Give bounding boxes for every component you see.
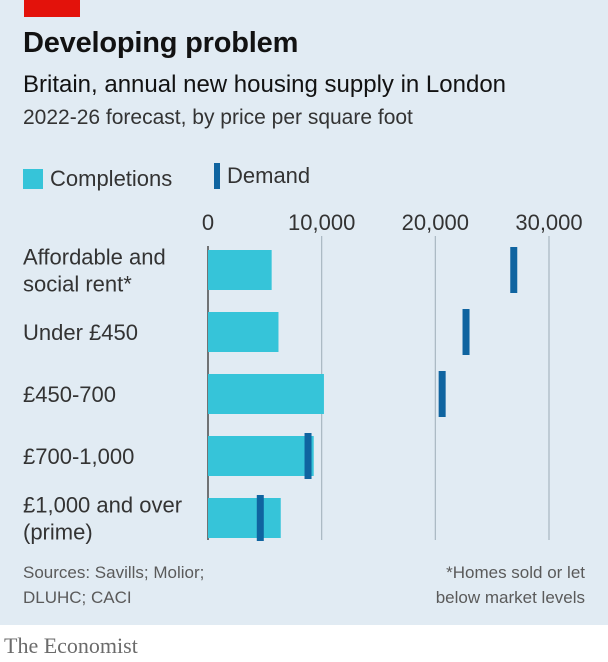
completions-bar-1 bbox=[208, 312, 279, 352]
category-label-1-0: Under £450 bbox=[23, 320, 138, 345]
demand-markers bbox=[256, 247, 518, 541]
category-label-4-0: £1,000 and over bbox=[23, 493, 182, 518]
legend-label-demand: Demand bbox=[227, 163, 311, 188]
brand-red-tag bbox=[24, 0, 80, 17]
legend-label-completions: Completions bbox=[50, 166, 173, 191]
demand-marker-3 bbox=[304, 433, 312, 479]
grid-lines bbox=[207, 236, 550, 540]
category-label-4-1: (prime) bbox=[23, 520, 93, 545]
chart-subtitle: Britain, annual new housing supply in Lo… bbox=[23, 71, 507, 98]
legend-swatch-completions bbox=[23, 169, 43, 189]
chart-subtitle-secondary: 2022-26 forecast, by price per square fo… bbox=[23, 106, 413, 129]
category-label-2-0: £450-700 bbox=[23, 382, 116, 407]
completions-bar-3 bbox=[208, 436, 314, 476]
completions-bar-2 bbox=[208, 374, 324, 414]
source-line-2: DLUHC; CACI bbox=[23, 588, 132, 607]
category-label-3-0: £700-1,000 bbox=[23, 444, 134, 469]
legend-marker-demand bbox=[214, 163, 220, 189]
source-line-1: Sources: Savills; Molior; bbox=[23, 563, 205, 582]
footnote-line-2: below market levels bbox=[435, 588, 585, 607]
brand-wordmark: The Economist bbox=[4, 633, 138, 658]
legend-item-completions: Completions bbox=[23, 166, 172, 192]
footnote-line-1: *Homes sold or let bbox=[446, 563, 585, 582]
completion-bars bbox=[208, 250, 324, 538]
demand-marker-4 bbox=[256, 495, 264, 541]
x-tick-label-0: 0 bbox=[202, 210, 214, 235]
legend-item-demand: Demand bbox=[214, 163, 310, 189]
x-tick-label-30000: 30,000 bbox=[515, 210, 582, 235]
completions-bar-4 bbox=[208, 498, 281, 538]
x-tick-label-20000: 20,000 bbox=[402, 210, 469, 235]
chart-panel bbox=[0, 0, 608, 625]
source-note: Sources: Savills; Molior; DLUHC; CACI bbox=[23, 560, 204, 610]
category-label-0-1: social rent* bbox=[23, 272, 132, 297]
completions-bar-0 bbox=[208, 250, 272, 290]
category-label-0-0: Affordable and bbox=[23, 245, 166, 270]
demand-marker-2 bbox=[438, 371, 446, 417]
bar-chart: 0 10,000 20,000 30,000 Affordable andsocial… bbox=[23, 210, 583, 545]
chart-title: Developing problem bbox=[23, 27, 299, 59]
x-tick-label-10000: 10,000 bbox=[288, 210, 355, 235]
demand-marker-1 bbox=[462, 309, 470, 355]
demand-marker-0 bbox=[510, 247, 518, 293]
x-axis-tick-labels: 0 10,000 20,000 30,000 bbox=[202, 210, 583, 235]
footnote: *Homes sold or let below market levels bbox=[436, 560, 585, 610]
